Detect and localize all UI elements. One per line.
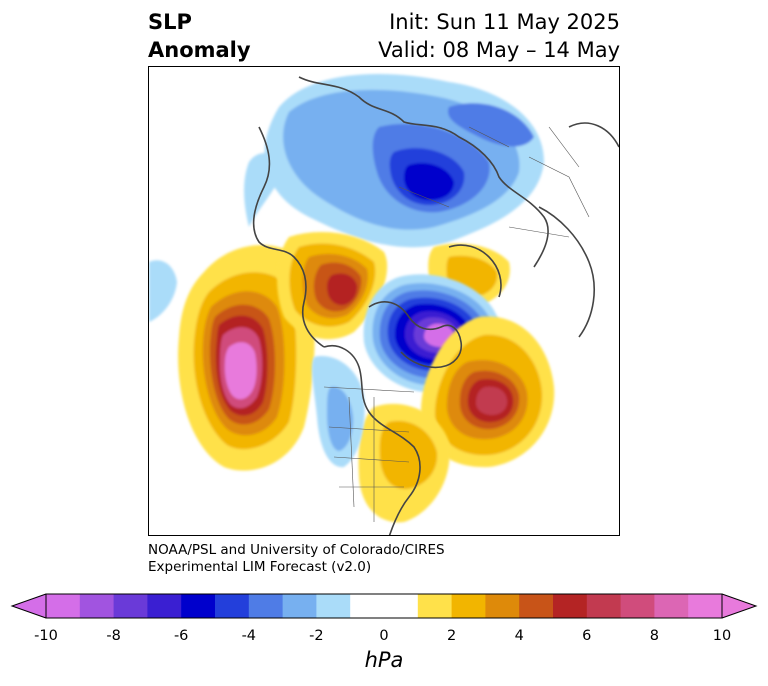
title-line-1: SLP xyxy=(148,10,192,34)
init-date: Init: Sun 11 May 2025 xyxy=(389,10,620,34)
colorbar-right-arrow-outline xyxy=(721,593,758,619)
colorbar-tick-label: 0 xyxy=(379,628,389,644)
colorbar-cell xyxy=(553,594,588,618)
colorbar-tick-label: -2 xyxy=(309,628,324,644)
colorbar-cells xyxy=(12,594,756,618)
colorbar-cell xyxy=(282,594,317,618)
coastlines xyxy=(252,76,619,535)
eastern-us-high-contours xyxy=(358,403,450,523)
colorbar-cell xyxy=(113,594,148,618)
colorbar-cell xyxy=(451,594,486,618)
colorbar-cell-over xyxy=(722,594,756,618)
colorbar-cell xyxy=(248,594,284,618)
colorbar-tick-label: -8 xyxy=(106,628,121,644)
colorbar xyxy=(10,593,758,619)
anomaly-map xyxy=(148,66,620,536)
alaska-high-contours xyxy=(277,232,388,340)
valid-range: Valid: 08 May – 14 May xyxy=(378,38,620,62)
colorbar-cell xyxy=(181,594,216,618)
atlantic-high-contours xyxy=(420,316,555,468)
colorbar-cell xyxy=(586,594,622,618)
colorbar-cell xyxy=(215,594,250,618)
colorbar-tick-label: 6 xyxy=(582,628,592,644)
colorbar-cell xyxy=(519,594,554,618)
colorbar-unit-label: hPa xyxy=(364,648,404,672)
colorbar-cell xyxy=(79,594,115,618)
colorbar-tick-label: 2 xyxy=(446,628,457,644)
colorbar-cell xyxy=(384,594,419,618)
colorbar-tick-label: -10 xyxy=(34,628,58,644)
borders xyxy=(323,126,590,522)
colorbar-left-arrow-outline xyxy=(10,593,47,619)
north-america-low-contours xyxy=(311,356,365,468)
colorbar-tick-label: 10 xyxy=(712,628,732,644)
forecast-dates: Init: Sun 11 May 2025 Valid: 08 May – 14… xyxy=(378,8,620,64)
colorbar-tick-label: 8 xyxy=(649,628,660,644)
credit-line-2: Experimental LIM Forecast (v2.0) xyxy=(148,559,372,575)
colorbar-cell xyxy=(316,594,351,618)
title-line-2: Anomaly xyxy=(148,38,251,62)
colorbar-cell xyxy=(147,594,182,618)
siberian-low-contours xyxy=(149,74,544,322)
credit-line-1: NOAA/PSL and University of Colorado/CIRE… xyxy=(148,542,445,558)
credit-text: NOAA/PSL and University of Colorado/CIRE… xyxy=(148,542,445,576)
colorbar-cell xyxy=(688,594,723,618)
map-title: SLP Anomaly xyxy=(148,8,251,64)
colorbar-cell xyxy=(46,594,81,618)
colorbar-frame xyxy=(45,593,723,619)
colorbar-tick-label: -4 xyxy=(241,628,257,644)
colorbar-cell xyxy=(417,594,453,618)
colorbar-cell xyxy=(654,594,689,618)
colorbar-tick-label: 4 xyxy=(514,628,524,644)
colorbar-cell-under xyxy=(12,594,46,618)
colorbar-cell xyxy=(620,594,655,618)
colorbar-cell xyxy=(485,594,520,618)
map-canvas xyxy=(149,74,619,535)
colorbar-tick-label: -6 xyxy=(173,628,189,644)
colorbar-cell xyxy=(350,594,385,618)
